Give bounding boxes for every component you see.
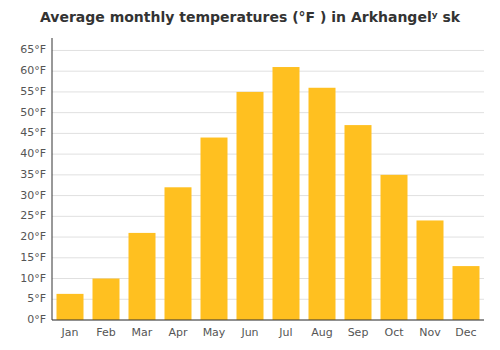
x-tick-label: Apr bbox=[168, 326, 188, 339]
grid-line bbox=[52, 71, 484, 72]
y-tick-label: 45°F bbox=[20, 126, 46, 139]
y-tick-label: 65°F bbox=[20, 43, 46, 56]
x-tick-label: Nov bbox=[419, 326, 441, 339]
y-tick-label: 40°F bbox=[20, 147, 46, 160]
y-tick-label: 25°F bbox=[20, 209, 46, 222]
grid-line bbox=[52, 216, 484, 217]
grid-line bbox=[52, 195, 484, 196]
bar bbox=[453, 266, 480, 320]
x-tick-label: Mar bbox=[132, 326, 153, 339]
y-tick-label: 55°F bbox=[20, 85, 46, 98]
bar bbox=[93, 279, 120, 320]
grid-line bbox=[52, 112, 484, 113]
x-tick-label: Oct bbox=[384, 326, 404, 339]
y-tick-label: 15°F bbox=[20, 251, 46, 264]
chart: 0°F 5°F 10°F 15°F 20°F 25°F 30°F 35°F 40°F 45°F 50… bbox=[0, 0, 500, 350]
bar bbox=[129, 233, 156, 320]
y-tick-label: 60°F bbox=[20, 64, 46, 77]
x-tick-label: Jan bbox=[61, 326, 79, 339]
x-tick-label: Feb bbox=[96, 326, 115, 339]
bar bbox=[417, 220, 444, 320]
bar bbox=[381, 175, 408, 320]
x-tick-label: May bbox=[203, 326, 226, 339]
y-tick-label: 0°F bbox=[27, 313, 46, 326]
grid-line bbox=[52, 174, 484, 175]
bar bbox=[309, 88, 336, 320]
x-tick-label: Sep bbox=[348, 326, 369, 339]
y-tick-label: 5°F bbox=[27, 292, 46, 305]
grid-line bbox=[52, 50, 484, 51]
bar bbox=[237, 92, 264, 320]
x-tick-label: Aug bbox=[311, 326, 332, 339]
y-tick-labels: 0°F 5°F 10°F 15°F 20°F 25°F 30°F 35°F 40°F 45°F 50… bbox=[20, 43, 46, 326]
bar bbox=[57, 294, 84, 320]
bar bbox=[273, 67, 300, 320]
x-axis bbox=[52, 320, 484, 321]
grid-line bbox=[52, 320, 484, 321]
y-tick-label: 30°F bbox=[20, 189, 46, 202]
grid-line bbox=[52, 154, 484, 155]
x-tick-labels: Jan Feb Mar Apr May Jun Jul Aug Sep Oct Nov Dec bbox=[61, 326, 477, 339]
bar bbox=[165, 187, 192, 320]
bar bbox=[345, 125, 372, 320]
x-tick-label: Jul bbox=[278, 326, 292, 339]
y-tick-label: 50°F bbox=[20, 106, 46, 119]
x-tick-label: Jun bbox=[240, 326, 258, 339]
y-tick-label: 20°F bbox=[20, 230, 46, 243]
grid-line bbox=[52, 91, 484, 92]
bars bbox=[57, 67, 480, 320]
grid bbox=[52, 50, 484, 320]
bar bbox=[201, 138, 228, 320]
y-tick-label: 10°F bbox=[20, 272, 46, 285]
y-axis bbox=[52, 38, 53, 320]
grid-line bbox=[52, 133, 484, 134]
x-tick-label: Dec bbox=[455, 326, 476, 339]
title: Average monthly temperatures (°F ) in Ar… bbox=[40, 9, 461, 25]
y-tick-label: 35°F bbox=[20, 168, 46, 181]
